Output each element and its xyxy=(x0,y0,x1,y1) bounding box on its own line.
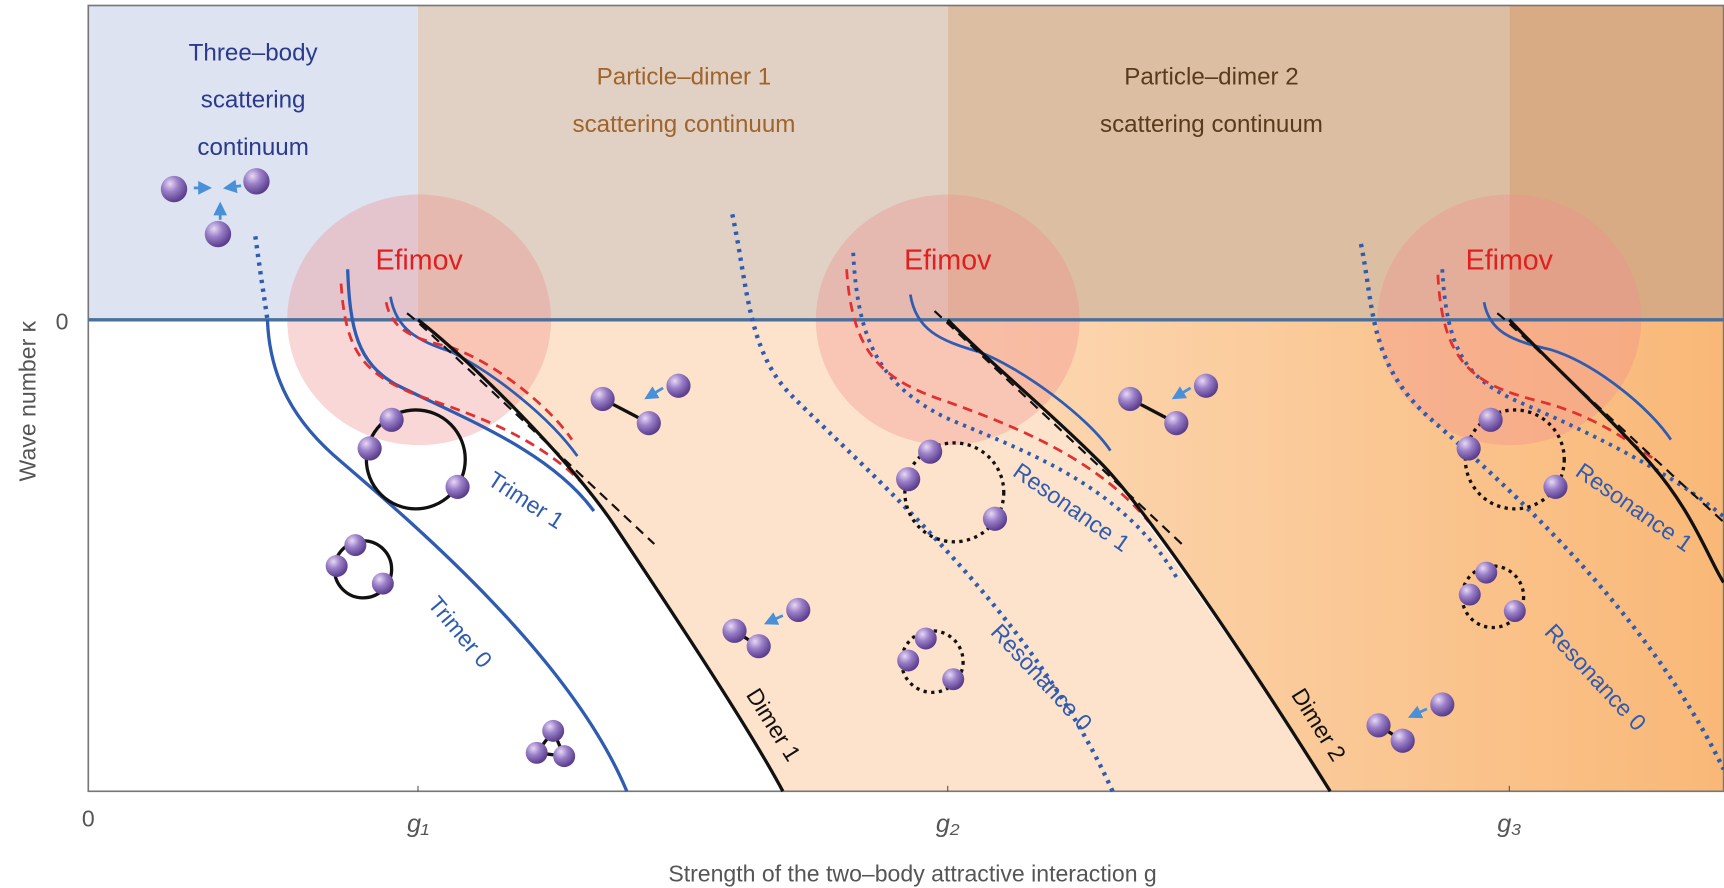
x-tick-label: g₂ xyxy=(936,810,960,838)
region-label-line: Three–body xyxy=(189,39,319,66)
region-label-line: scattering continuum xyxy=(1100,111,1323,138)
y-zero-label: 0 xyxy=(56,309,69,335)
y-axis-title: Wave number κ xyxy=(15,320,41,481)
region-label-line: Particle–dimer 2 xyxy=(1124,64,1299,91)
x-axis-title: Strength of the two–body attractive inte… xyxy=(668,860,1156,886)
diagram: Three–body scattering continuum Particle… xyxy=(0,0,1724,888)
x-tick-label: g₃ xyxy=(1497,810,1521,838)
region-label-line: scattering xyxy=(201,87,306,114)
region-label-line: continuum xyxy=(197,134,308,161)
x-zero-label: 0 xyxy=(82,805,95,831)
curve-label: Trimer 1 xyxy=(483,466,568,534)
page: { "regions": [ {"lines": ["Three–body", … xyxy=(0,0,1724,888)
region-label: Three–body scattering continuum xyxy=(189,39,319,161)
region-label-line: scattering continuum xyxy=(573,111,796,138)
efimov-label: Efimov xyxy=(904,244,992,276)
efimov-label: Efimov xyxy=(375,244,463,276)
region-label-line: Particle–dimer 1 xyxy=(597,64,772,91)
curve-label: Trimer 0 xyxy=(423,591,498,673)
efimov-label: Efimov xyxy=(1466,244,1554,276)
x-tick-label: g₁ xyxy=(407,810,429,838)
